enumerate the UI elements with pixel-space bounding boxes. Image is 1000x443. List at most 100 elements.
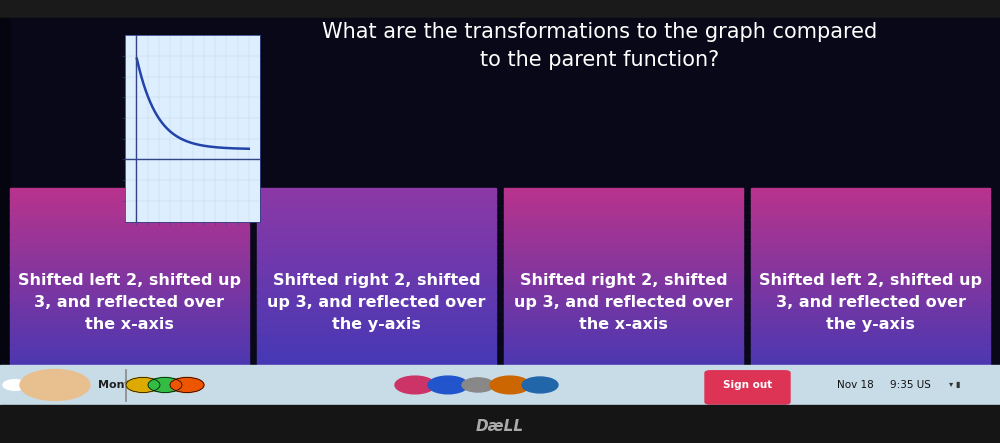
Bar [504, 330, 743, 334]
Bar [751, 209, 990, 213]
Bar [751, 368, 990, 372]
Bar [504, 392, 743, 396]
Bar [10, 354, 249, 358]
Bar [10, 351, 249, 355]
Bar [751, 326, 990, 330]
Bar [257, 389, 496, 393]
Bar [504, 222, 743, 226]
Bar [257, 299, 496, 303]
Bar [751, 233, 990, 237]
Bar [751, 313, 990, 317]
Bar [751, 247, 990, 251]
Bar [10, 188, 249, 192]
Bar [0, 405, 1000, 443]
Circle shape [126, 377, 160, 392]
Bar [10, 306, 249, 310]
Circle shape [462, 378, 494, 392]
Bar [257, 229, 496, 233]
Bar [257, 351, 496, 355]
Bar [10, 326, 249, 330]
Bar [0, 365, 1000, 405]
Bar [751, 306, 990, 310]
Bar [504, 326, 743, 330]
Bar [257, 323, 496, 327]
Bar [504, 347, 743, 351]
Bar [10, 202, 249, 206]
Circle shape [3, 380, 27, 390]
Bar [751, 243, 990, 247]
Bar [257, 330, 496, 334]
Bar [504, 229, 743, 233]
Bar [257, 222, 496, 226]
Bar [10, 247, 249, 251]
Bar [0, 18, 10, 405]
Bar [10, 233, 249, 237]
Bar [751, 347, 990, 351]
Bar [257, 275, 496, 279]
Bar [257, 205, 496, 209]
Bar [751, 382, 990, 386]
Bar [10, 323, 249, 327]
Bar [504, 295, 743, 299]
Bar [504, 216, 743, 220]
Bar [10, 212, 249, 216]
Bar [504, 334, 743, 338]
Bar [257, 320, 496, 324]
Bar [257, 354, 496, 358]
Bar [257, 282, 496, 285]
Bar [751, 341, 990, 345]
Bar [504, 351, 743, 355]
Bar [751, 271, 990, 275]
Bar [504, 271, 743, 275]
Bar [10, 229, 249, 233]
Bar [257, 216, 496, 220]
Bar [504, 209, 743, 213]
Bar [257, 372, 496, 376]
Bar [751, 361, 990, 365]
Bar [10, 341, 249, 345]
Bar [504, 237, 743, 241]
Bar [257, 278, 496, 282]
Circle shape [20, 369, 90, 400]
Bar [257, 337, 496, 341]
Circle shape [428, 376, 468, 394]
Bar [504, 188, 743, 192]
Bar [751, 379, 990, 383]
Bar [751, 385, 990, 389]
Text: Monti: Monti [98, 380, 134, 390]
Bar [257, 309, 496, 313]
Bar [257, 344, 496, 348]
Bar [504, 382, 743, 386]
Bar [257, 260, 496, 264]
Bar [504, 292, 743, 296]
Bar [10, 219, 249, 223]
Bar [751, 219, 990, 223]
Bar [504, 313, 743, 317]
Text: Shifted right 2, shifted
up 3, and reflected over
the x-axis: Shifted right 2, shifted up 3, and refle… [514, 273, 733, 333]
Text: 9:35 US: 9:35 US [890, 380, 930, 390]
Bar [504, 365, 743, 369]
Bar [10, 292, 249, 296]
Bar [751, 334, 990, 338]
Bar [10, 385, 249, 389]
Bar [10, 375, 249, 379]
Bar [504, 302, 743, 306]
Text: DæLL: DæLL [476, 419, 524, 434]
Bar [751, 351, 990, 355]
Bar [751, 212, 990, 216]
Bar [257, 316, 496, 320]
Bar [257, 288, 496, 292]
Bar [257, 240, 496, 244]
Bar [504, 358, 743, 362]
Bar [257, 306, 496, 310]
Bar [504, 306, 743, 310]
Bar [504, 323, 743, 327]
Bar [10, 382, 249, 386]
Circle shape [148, 377, 182, 392]
Bar [257, 326, 496, 330]
Circle shape [522, 377, 558, 393]
Bar [257, 212, 496, 216]
Bar [10, 320, 249, 324]
Bar [504, 240, 743, 244]
Bar [504, 278, 743, 282]
